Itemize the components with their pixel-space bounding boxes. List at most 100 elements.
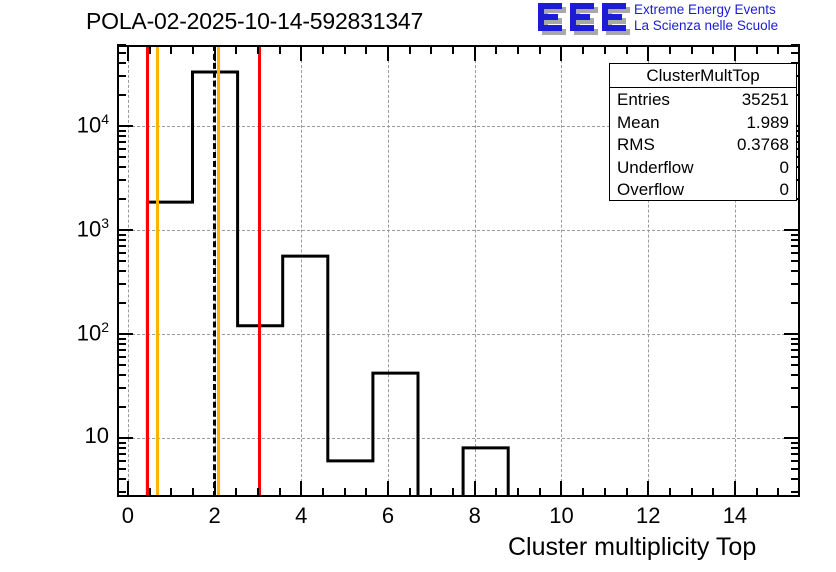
axis-tick xyxy=(791,251,800,254)
axis-tick xyxy=(784,228,800,231)
axis-tick xyxy=(170,45,173,54)
grid-line-vertical xyxy=(388,45,390,497)
axis-tick xyxy=(430,488,433,497)
eee-logo: Extreme Energy Events La Scienza nelle S… xyxy=(538,2,834,37)
grid-line-vertical xyxy=(127,45,129,497)
stats-row-value: 0 xyxy=(779,180,789,199)
axis-tick xyxy=(343,45,346,54)
axis-tick xyxy=(668,488,671,497)
axis-tick xyxy=(791,468,800,471)
grid-line-horizontal xyxy=(117,125,800,127)
axis-tick xyxy=(117,459,126,462)
axis-tick xyxy=(117,387,126,390)
logo-e-shadow-1 xyxy=(542,7,566,35)
axis-tick xyxy=(791,270,800,273)
axis-tick xyxy=(791,52,800,55)
axis-tick xyxy=(791,355,800,358)
axis-tick xyxy=(256,488,259,497)
axis-tick xyxy=(517,488,520,497)
axis-tick xyxy=(117,364,126,367)
axis-tick xyxy=(495,488,498,497)
axis-tick xyxy=(387,45,390,61)
axis-tick xyxy=(126,45,129,61)
axis-tick xyxy=(213,481,216,497)
axis-tick xyxy=(777,488,780,497)
axis-tick xyxy=(647,45,650,61)
axis-tick xyxy=(117,44,126,46)
stats-row-key: Entries xyxy=(617,90,670,109)
grid-line-vertical xyxy=(474,45,476,497)
axis-tick xyxy=(117,468,126,471)
axis-tick xyxy=(517,45,520,54)
axis-tick xyxy=(117,238,126,241)
axis-tick xyxy=(733,45,736,61)
axis-tick xyxy=(278,45,281,54)
axis-tick xyxy=(430,45,433,54)
axis-tick xyxy=(582,45,585,54)
axis-tick xyxy=(117,374,126,377)
axis-tick xyxy=(473,481,476,497)
axis-tick xyxy=(148,488,151,497)
axis-tick xyxy=(538,45,541,54)
axis-tick xyxy=(408,488,411,497)
axis-tick xyxy=(791,452,800,455)
page-title: POLA-02-2025-10-14-592831347 xyxy=(86,8,424,34)
upper-orange-cut xyxy=(216,45,220,497)
axis-tick xyxy=(117,129,126,132)
axis-tick xyxy=(343,488,346,497)
grid-line-horizontal xyxy=(117,229,800,231)
axis-tick xyxy=(625,488,628,497)
plot-area xyxy=(117,45,800,497)
axis-tick xyxy=(117,124,133,127)
axis-tick xyxy=(117,52,126,55)
axis-tick xyxy=(690,45,693,54)
axis-tick xyxy=(117,436,133,439)
logo-e-icon-1 xyxy=(538,3,562,31)
axis-tick xyxy=(784,332,800,335)
axis-tick xyxy=(117,233,126,236)
axis-tick xyxy=(791,44,800,46)
axis-tick xyxy=(791,238,800,241)
axis-tick xyxy=(791,441,800,444)
axis-tick xyxy=(126,481,129,497)
stats-row-key: Mean xyxy=(617,112,660,132)
axis-tick xyxy=(784,436,800,439)
axis-tick xyxy=(117,301,126,304)
stats-rows: Entries 35251 Mean 1.989 RMS 0.3768 Underflow 0… xyxy=(610,89,796,202)
axis-tick xyxy=(625,45,628,54)
axis-tick xyxy=(117,491,126,494)
axis-tick xyxy=(117,156,126,159)
axis-tick xyxy=(191,45,194,54)
axis-tick xyxy=(148,45,151,54)
axis-tick xyxy=(117,228,133,231)
axis-tick xyxy=(235,488,238,497)
axis-tick xyxy=(321,45,324,54)
stats-row: Mean 1.989 xyxy=(610,112,796,135)
axis-tick xyxy=(117,251,126,254)
grid-line-vertical xyxy=(648,45,650,497)
stats-row: Overflow 0 xyxy=(610,179,796,202)
axis-tick xyxy=(117,337,126,340)
eee-logo-text: Extreme Energy Events La Scienza nelle S… xyxy=(634,2,778,34)
axis-tick xyxy=(365,488,368,497)
axis-tick xyxy=(603,488,606,497)
axis-tick xyxy=(755,45,758,54)
x-tick-label: 8 xyxy=(468,503,481,528)
stats-title: ClusterMultTop xyxy=(610,64,796,88)
axis-tick xyxy=(712,488,715,497)
axis-tick xyxy=(791,446,800,449)
axis-tick xyxy=(791,374,800,377)
logo-e-icon-3 xyxy=(602,3,626,31)
grid-line-vertical xyxy=(734,45,736,497)
axis-tick xyxy=(170,488,173,497)
axis-tick xyxy=(777,45,780,54)
axis-tick xyxy=(321,488,324,497)
axis-tick xyxy=(117,478,126,481)
stats-row: Entries 35251 xyxy=(610,89,796,112)
axis-tick xyxy=(791,405,800,408)
axis-tick xyxy=(791,337,800,340)
axis-tick xyxy=(117,75,126,78)
grid-line-horizontal xyxy=(117,333,800,335)
axis-tick xyxy=(117,141,126,144)
